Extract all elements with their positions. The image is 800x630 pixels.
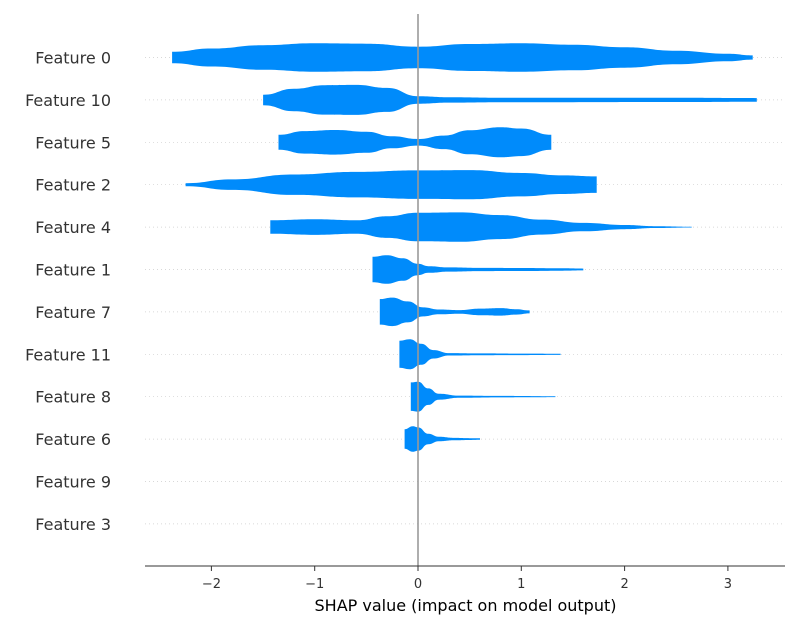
violin-feature-4 xyxy=(270,212,692,242)
x-tick-label: 3 xyxy=(724,577,732,592)
violin-series xyxy=(172,43,757,452)
violin-feature-2 xyxy=(185,170,597,200)
x-tick-label: −1 xyxy=(305,577,324,592)
x-tick-label: 0 xyxy=(414,577,422,592)
violin-feature-11 xyxy=(399,339,561,370)
violin-feature-7 xyxy=(379,297,530,327)
feature-label-feature-11: Feature 11 xyxy=(25,345,111,364)
feature-label-feature-4: Feature 4 xyxy=(35,218,111,237)
violin-feature-10 xyxy=(263,84,757,115)
feature-label-feature-1: Feature 1 xyxy=(35,261,111,280)
feature-label-feature-0: Feature 0 xyxy=(35,49,111,68)
feature-label-feature-10: Feature 10 xyxy=(25,91,111,110)
x-tick-label: 1 xyxy=(517,577,525,592)
violin-feature-1 xyxy=(372,255,584,284)
violin-feature-0 xyxy=(172,43,753,72)
violin-feature-8 xyxy=(410,381,556,412)
feature-label-feature-2: Feature 2 xyxy=(35,176,111,195)
feature-gridlines xyxy=(145,57,785,525)
x-tick-label: −2 xyxy=(202,577,221,592)
feature-label-feature-6: Feature 6 xyxy=(35,430,111,449)
feature-label-feature-5: Feature 5 xyxy=(35,133,111,152)
feature-labels: Feature 0 Feature 10 Feature 5 Feature 2 Fea… xyxy=(25,49,111,534)
feature-label-feature-3: Feature 3 xyxy=(35,515,111,534)
x-axis-title: SHAP value (impact on model output) xyxy=(315,596,617,615)
violin-feature-6 xyxy=(404,426,480,452)
feature-label-feature-9: Feature 9 xyxy=(35,473,111,492)
x-tick-label: 2 xyxy=(620,577,628,592)
feature-label-feature-7: Feature 7 xyxy=(35,303,111,322)
violin-feature-5 xyxy=(278,127,552,158)
feature-label-feature-8: Feature 8 xyxy=(35,388,111,407)
x-axis-ticks: −2 −1 0 1 2 3 xyxy=(202,566,732,592)
